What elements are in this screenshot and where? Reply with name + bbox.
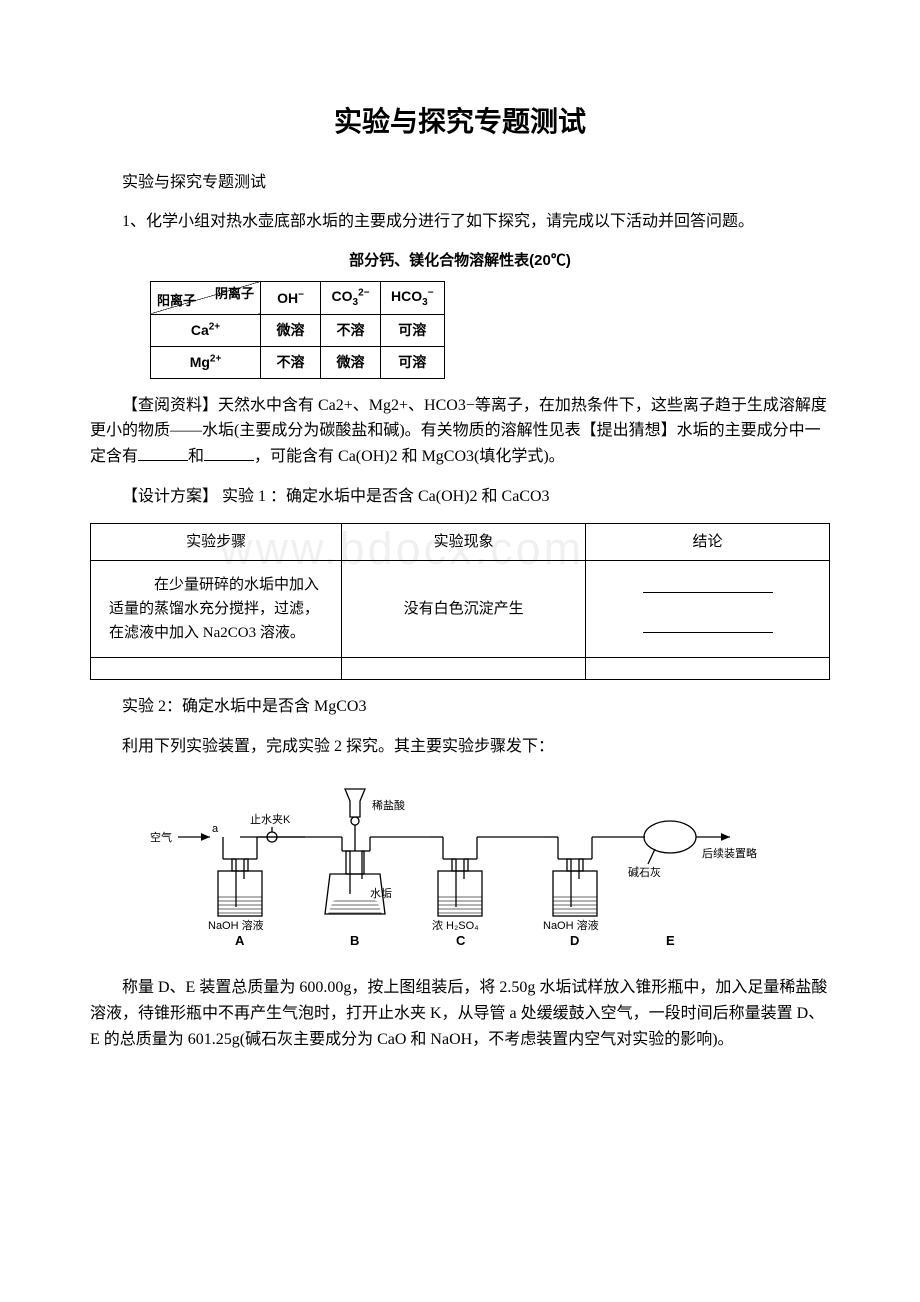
- label-hcl: 稀盐酸: [372, 798, 405, 812]
- row-mg-label: Mg2+: [151, 346, 261, 378]
- col-header-hco3: HCO3−: [381, 281, 445, 314]
- experiment-table: 实验步骤 实验现象 结论 在少量研碎的水垢中加入适量的蒸馏水充分搅拌，过滤，在滤…: [90, 523, 830, 680]
- intro-line: 实验与探究专题测试: [90, 170, 830, 196]
- material-paragraph: 【查阅资料】天然水中含有 Ca2+、Mg2+、HCO3−等离子，在加热条件下，这…: [90, 393, 830, 470]
- label-air: 空气: [150, 830, 172, 844]
- design-plan-text: 【设计方案】 实验 1 ：确定水垢中是否含 Ca(OH)2 和 CaCO3: [90, 484, 830, 510]
- col-header-co3: CO32−: [321, 281, 381, 314]
- empty-cell-2: [342, 658, 586, 680]
- experiment-2-text: 利用下列实验装置，完成实验 2 探究。其主要实验步骤发下：: [90, 734, 830, 760]
- empty-cell-1: [91, 658, 342, 680]
- final-paragraph: 称量 D、E 装置总质量为 600.00g，按上图组装后，将 2.50g 水垢试…: [90, 975, 830, 1052]
- label-stopcock: 止水夹K: [250, 813, 291, 826]
- exp-phenomenon-cell: 没有白色沉淀产生: [342, 561, 586, 658]
- page-title: 实验与探究专题测试: [90, 100, 830, 145]
- flask-b: 稀盐酸 水垢: [305, 789, 430, 914]
- label-E: E: [666, 933, 675, 948]
- label-naoh-d: NaOH 溶液: [543, 918, 599, 932]
- blank-conclusion-1[interactable]: [643, 578, 773, 593]
- bottle-a: [218, 837, 305, 916]
- label-B: B: [350, 933, 359, 948]
- blank-1[interactable]: [138, 445, 188, 461]
- col-header-oh: OH−: [261, 281, 321, 314]
- cation-label: 阳离子: [157, 291, 196, 312]
- blank-2[interactable]: [204, 445, 254, 461]
- exp-header-step: 实验步骤: [91, 524, 342, 561]
- empty-cell-3: [586, 658, 830, 680]
- exp-conclusion-cell: [586, 561, 830, 658]
- cell-ca-oh: 微溶: [261, 314, 321, 346]
- label-C: C: [456, 933, 466, 948]
- cell-mg-hco3: 可溶: [381, 346, 445, 378]
- material-text-b: 和: [188, 448, 204, 465]
- label-D: D: [570, 933, 579, 948]
- anion-label: 阴离子: [215, 284, 254, 305]
- material-text-c: ，可能含有 Ca(OH)2 和 MgCO3(填化学式)。: [254, 448, 565, 465]
- apparatus-diagram: .ln{stroke:#000;stroke-width:1.3;fill:no…: [150, 779, 770, 959]
- experiment-2-title: 实验 2：确定水垢中是否含 MgCO3: [90, 694, 830, 720]
- blank-conclusion-2[interactable]: [643, 618, 773, 633]
- diagonal-header-cell: 阴离子 阳离子: [151, 281, 261, 314]
- label-omit: 后续装置略: [702, 846, 757, 860]
- label-naoh-a: NaOH 溶液: [208, 918, 264, 932]
- label-scale: 水垢: [370, 887, 392, 900]
- label-h2so4: 浓 H₂SO₄: [432, 919, 479, 932]
- label-lime: 碱石灰: [628, 865, 661, 879]
- exp-step-cell: 在少量研碎的水垢中加入适量的蒸馏水充分搅拌，过滤，在滤液中加入 Na2CO3 溶…: [91, 561, 342, 658]
- question-1-text: 1、化学小组对热水壶底部水垢的主要成分进行了如下探究，请完成以下活动并回答问题。: [90, 209, 830, 235]
- label-A: A: [235, 933, 245, 948]
- row-ca-label: Ca2+: [151, 314, 261, 346]
- bottle-c: [430, 837, 545, 916]
- exp-header-conclusion: 结论: [586, 524, 830, 561]
- bulb-e: 碱石灰 后续装置略: [628, 821, 757, 879]
- solubility-table: 阴离子 阳离子 OH− CO32− HCO3− Ca2+ 微溶 不溶 可溶 Mg…: [150, 281, 445, 379]
- cell-mg-oh: 不溶: [261, 346, 321, 378]
- solubility-table-caption: 部分钙、镁化合物溶解性表(20℃): [90, 249, 830, 273]
- label-a: a: [212, 823, 219, 835]
- cell-ca-co3: 不溶: [321, 314, 381, 346]
- cell-mg-co3: 微溶: [321, 346, 381, 378]
- exp-header-phenomenon: 实验现象: [342, 524, 586, 561]
- cell-ca-hco3: 可溶: [381, 314, 445, 346]
